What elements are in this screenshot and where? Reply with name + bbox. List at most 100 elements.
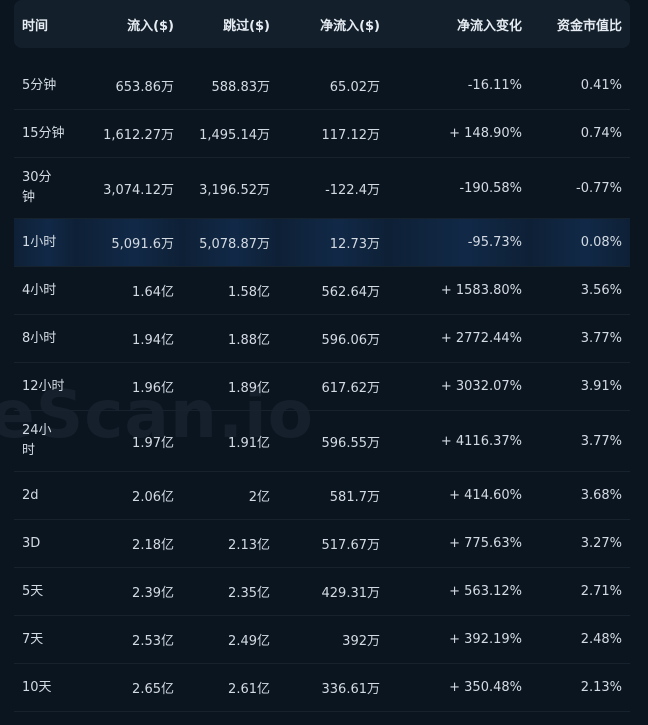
cell-net-change: + 392.19% [388,615,530,664]
cell-net-change: + 563.12% [388,567,530,616]
table-row[interactable]: 5分钟 653.86万 588.83万 65.02万 -16.11% 0.41% [14,62,630,110]
cell-net-inflow: 392万 [278,615,388,664]
cell-net-inflow: 117.12万 [278,109,388,158]
cell-net-change: + 1583.80% [388,266,530,315]
cell-net-change: -16.11% [388,62,530,110]
cell-net-inflow: 562.64万 [278,266,388,315]
table-row[interactable]: 30分钟 3,074.12万 3,196.52万 -122.4万 -190.58… [14,157,630,219]
cell-inflow: 2.39亿 [76,567,182,616]
cell-skip: 2.35亿 [182,567,278,616]
cell-net-change: + 3032.07% [388,362,530,411]
cell-inflow: 1,612.27万 [76,109,182,158]
cell-skip: 2亿 [182,471,278,520]
cell-time: 30分钟 [14,157,76,219]
cell-mcap-ratio: 3.77% [530,314,630,363]
table-row[interactable]: 4小时 1.64亿 1.58亿 562.64万 + 1583.80% 3.56% [14,266,630,315]
cell-net-inflow: 581.7万 [278,471,388,520]
cell-skip: 1.89亿 [182,362,278,411]
cell-skip: 1.91亿 [182,410,278,472]
cell-inflow: 1.64亿 [76,266,182,315]
cell-mcap-ratio: 0.08% [530,218,630,267]
cell-time: 8小时 [14,314,76,363]
cell-inflow: 1.97亿 [76,410,182,472]
cell-net-inflow: 596.06万 [278,314,388,363]
cell-mcap-ratio: 3.68% [530,471,630,520]
cell-skip: 3,196.52万 [182,157,278,219]
cell-mcap-ratio: 2.13% [530,663,630,712]
cell-time: 3D [14,519,76,568]
cell-skip: 1,495.14万 [182,109,278,158]
cell-time: 15分钟 [14,109,76,158]
cell-net-change: + 350.48% [388,663,530,712]
table-row[interactable]: 24小时 1.97亿 1.91亿 596.55万 + 4116.37% 3.77… [14,410,630,472]
cell-mcap-ratio: 3.91% [530,362,630,411]
cell-skip: 2.49亿 [182,615,278,664]
table-row-highlighted[interactable]: 1小时 5,091.6万 5,078.87万 12.73万 -95.73% 0.… [14,218,630,267]
cell-time: 10天 [14,663,76,712]
cell-skip: 2.13亿 [182,519,278,568]
cell-net-change: + 775.63% [388,519,530,568]
header-gap [14,48,630,62]
cell-time: 5天 [14,567,76,616]
cell-mcap-ratio: -0.77% [530,157,630,219]
cell-net-change: + 148.90% [388,109,530,158]
table-row[interactable]: 5天 2.39亿 2.35亿 429.31万 + 563.12% 2.71% [14,567,630,616]
table-row[interactable]: 10天 2.65亿 2.61亿 336.61万 + 350.48% 2.13% [14,663,630,712]
cell-inflow: 2.53亿 [76,615,182,664]
cell-time: 5分钟 [14,62,76,110]
cell-skip: 1.88亿 [182,314,278,363]
cell-time: 2d [14,471,76,520]
cell-skip: 5,078.87万 [182,218,278,267]
cell-net-change: + 4116.37% [388,410,530,472]
header-net-change[interactable]: 净流入变化 [388,0,530,48]
cell-time: 4小时 [14,266,76,315]
cell-net-inflow: 617.62万 [278,362,388,411]
header-skip[interactable]: 跳过($) [182,0,278,48]
cell-mcap-ratio: 3.27% [530,519,630,568]
cell-mcap-ratio: 0.74% [530,109,630,158]
cell-inflow: 2.06亿 [76,471,182,520]
cell-skip: 1.58亿 [182,266,278,315]
cell-mcap-ratio: 2.71% [530,567,630,616]
cell-net-inflow: 336.61万 [278,663,388,712]
header-time[interactable]: 时间 [14,0,76,48]
table-row[interactable]: 12小时 1.96亿 1.89亿 617.62万 + 3032.07% 3.91… [14,362,630,411]
table-row[interactable]: 3D 2.18亿 2.13亿 517.67万 + 775.63% 3.27% [14,519,630,568]
cell-net-inflow: 12.73万 [278,218,388,267]
table-row[interactable]: 8小时 1.94亿 1.88亿 596.06万 + 2772.44% 3.77% [14,314,630,363]
cell-net-inflow: -122.4万 [278,157,388,219]
table-row[interactable]: 15分钟 1,612.27万 1,495.14万 117.12万 + 148.9… [14,109,630,158]
header-net-inflow[interactable]: 净流入($) [278,0,388,48]
table-row[interactable]: 2d 2.06亿 2亿 581.7万 + 414.60% 3.68% [14,471,630,520]
cell-time: 1小时 [14,218,76,267]
cell-net-change: -190.58% [388,157,530,219]
cell-inflow: 2.65亿 [76,663,182,712]
cell-net-inflow: 596.55万 [278,410,388,472]
table-header-row: 时间 流入($) 跳过($) 净流入($) 净流入变化 资金市值比 [14,0,630,48]
cell-mcap-ratio: 0.41% [530,62,630,110]
cell-net-change: + 2772.44% [388,314,530,363]
cell-inflow: 653.86万 [76,62,182,110]
cell-net-inflow: 65.02万 [278,62,388,110]
cell-time: 7天 [14,615,76,664]
cell-skip: 588.83万 [182,62,278,110]
cell-time: 24小时 [14,410,76,472]
cell-net-inflow: 429.31万 [278,567,388,616]
cell-mcap-ratio: 3.77% [530,410,630,472]
cell-skip: 2.61亿 [182,663,278,712]
header-mcap-ratio[interactable]: 资金市值比 [530,0,630,48]
cell-inflow: 2.18亿 [76,519,182,568]
cell-time: 12小时 [14,362,76,411]
cell-net-change: -95.73% [388,218,530,267]
cell-inflow: 5,091.6万 [76,218,182,267]
table-row[interactable]: 7天 2.53亿 2.49亿 392万 + 392.19% 2.48% [14,615,630,664]
cell-mcap-ratio: 3.56% [530,266,630,315]
cell-net-inflow: 517.67万 [278,519,388,568]
cell-inflow: 1.94亿 [76,314,182,363]
cell-inflow: 1.96亿 [76,362,182,411]
cell-mcap-ratio: 2.48% [530,615,630,664]
fund-flow-table: 时间 流入($) 跳过($) 净流入($) 净流入变化 资金市值比 5分钟 65… [14,0,630,712]
cell-inflow: 3,074.12万 [76,157,182,219]
header-inflow[interactable]: 流入($) [76,0,182,48]
